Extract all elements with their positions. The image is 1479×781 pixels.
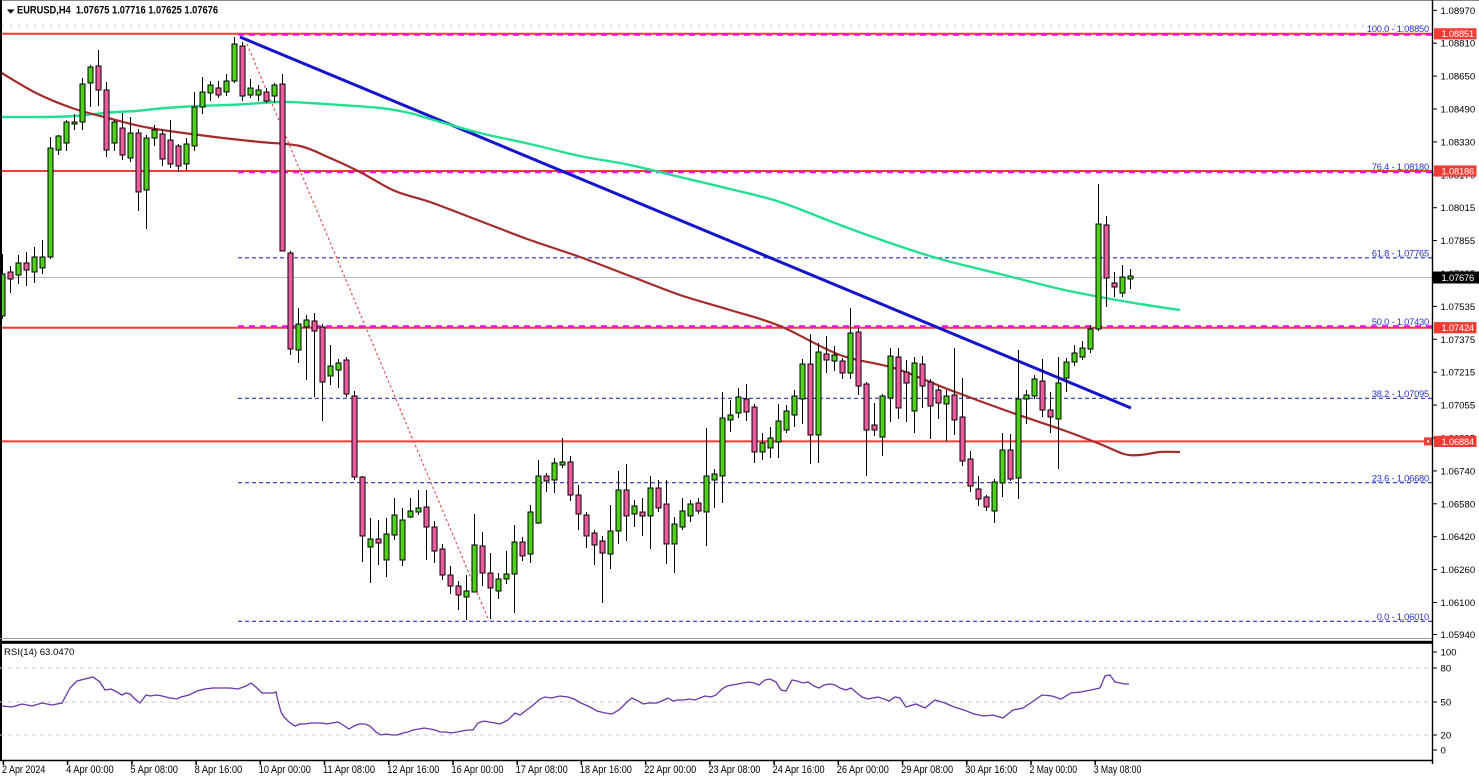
svg-text:26 Apr 00:00: 26 Apr 00:00 xyxy=(837,764,889,776)
svg-text:10 Apr 00:00: 10 Apr 00:00 xyxy=(259,764,311,776)
svg-text:1.08970: 1.08970 xyxy=(1441,6,1476,17)
svg-text:1.08490: 1.08490 xyxy=(1441,105,1476,116)
svg-text:1.08810: 1.08810 xyxy=(1441,39,1476,50)
svg-text:2 May 00:00: 2 May 00:00 xyxy=(1030,764,1078,776)
svg-text:1.08015: 1.08015 xyxy=(1441,203,1476,214)
svg-text:17 Apr 08:00: 17 Apr 08:00 xyxy=(516,764,568,776)
svg-text:1.06740: 1.06740 xyxy=(1441,466,1476,477)
svg-text:1.06884: 1.06884 xyxy=(1442,437,1475,447)
svg-text:1.07215: 1.07215 xyxy=(1441,368,1476,379)
svg-text:1.06580: 1.06580 xyxy=(1441,499,1476,510)
svg-text:23.6 - 1.06680: 23.6 - 1.06680 xyxy=(1372,474,1429,484)
svg-text:100.0 - 1.08850: 100.0 - 1.08850 xyxy=(1367,24,1429,34)
svg-text:1.08650: 1.08650 xyxy=(1441,72,1476,83)
svg-text:1.07535: 1.07535 xyxy=(1441,302,1476,313)
svg-text:EURUSD,H4 1.07675 1.07716 1.0: EURUSD,H4 1.07675 1.07716 1.07625 1.0767… xyxy=(17,5,218,17)
svg-text:22 Apr 00:00: 22 Apr 00:00 xyxy=(644,764,696,776)
svg-text:50: 50 xyxy=(1441,698,1452,709)
svg-text:61.8 - 1.07765: 61.8 - 1.07765 xyxy=(1372,249,1429,259)
svg-text:50.0 - 1.07430: 50.0 - 1.07430 xyxy=(1372,317,1429,327)
svg-text:1.05940: 1.05940 xyxy=(1441,630,1476,641)
svg-text:12 Apr 16:00: 12 Apr 16:00 xyxy=(387,764,439,776)
svg-text:0.0 - 1.06010: 0.0 - 1.06010 xyxy=(1377,612,1429,622)
svg-text:30 Apr 16:00: 30 Apr 16:00 xyxy=(965,764,1017,776)
svg-text:80: 80 xyxy=(1441,664,1452,675)
svg-text:1.08330: 1.08330 xyxy=(1441,137,1476,148)
svg-text:38.2 - 1.07095: 38.2 - 1.07095 xyxy=(1372,389,1429,399)
svg-text:11 Apr 08:00: 11 Apr 08:00 xyxy=(323,764,375,776)
svg-text:16 Apr 00:00: 16 Apr 00:00 xyxy=(452,764,504,776)
svg-text:RSI(14) 63.0470: RSI(14) 63.0470 xyxy=(4,647,74,658)
svg-text:18 Apr 16:00: 18 Apr 16:00 xyxy=(580,764,632,776)
svg-text:76.4 - 1.08180: 76.4 - 1.08180 xyxy=(1372,162,1429,172)
svg-text:20: 20 xyxy=(1441,731,1452,742)
svg-text:1.06100: 1.06100 xyxy=(1441,598,1476,609)
svg-text:5 Apr 08:00: 5 Apr 08:00 xyxy=(130,764,178,776)
svg-text:1.07055: 1.07055 xyxy=(1441,401,1476,412)
svg-text:8 Apr 16:00: 8 Apr 16:00 xyxy=(195,764,243,776)
svg-text:24 Apr 16:00: 24 Apr 16:00 xyxy=(773,764,825,776)
svg-text:1.07375: 1.07375 xyxy=(1441,335,1476,346)
svg-text:4 Apr 00:00: 4 Apr 00:00 xyxy=(66,764,114,776)
svg-text:0: 0 xyxy=(1441,746,1446,757)
svg-text:1.08186: 1.08186 xyxy=(1442,166,1475,176)
svg-text:3 May 08:00: 3 May 08:00 xyxy=(1094,764,1142,776)
svg-text:1.06260: 1.06260 xyxy=(1441,565,1476,576)
svg-text:1.07424: 1.07424 xyxy=(1442,323,1475,333)
svg-text:23 Apr 08:00: 23 Apr 08:00 xyxy=(708,764,760,776)
svg-text:1.07676: 1.07676 xyxy=(1442,273,1475,283)
svg-text:1.06420: 1.06420 xyxy=(1441,532,1476,543)
svg-text:1.07855: 1.07855 xyxy=(1441,236,1476,247)
svg-text:1.08851: 1.08851 xyxy=(1442,29,1475,39)
svg-text:29 Apr 08:00: 29 Apr 08:00 xyxy=(901,764,953,776)
svg-text:2 Apr 2024: 2 Apr 2024 xyxy=(2,764,45,776)
svg-text:100: 100 xyxy=(1441,648,1457,659)
